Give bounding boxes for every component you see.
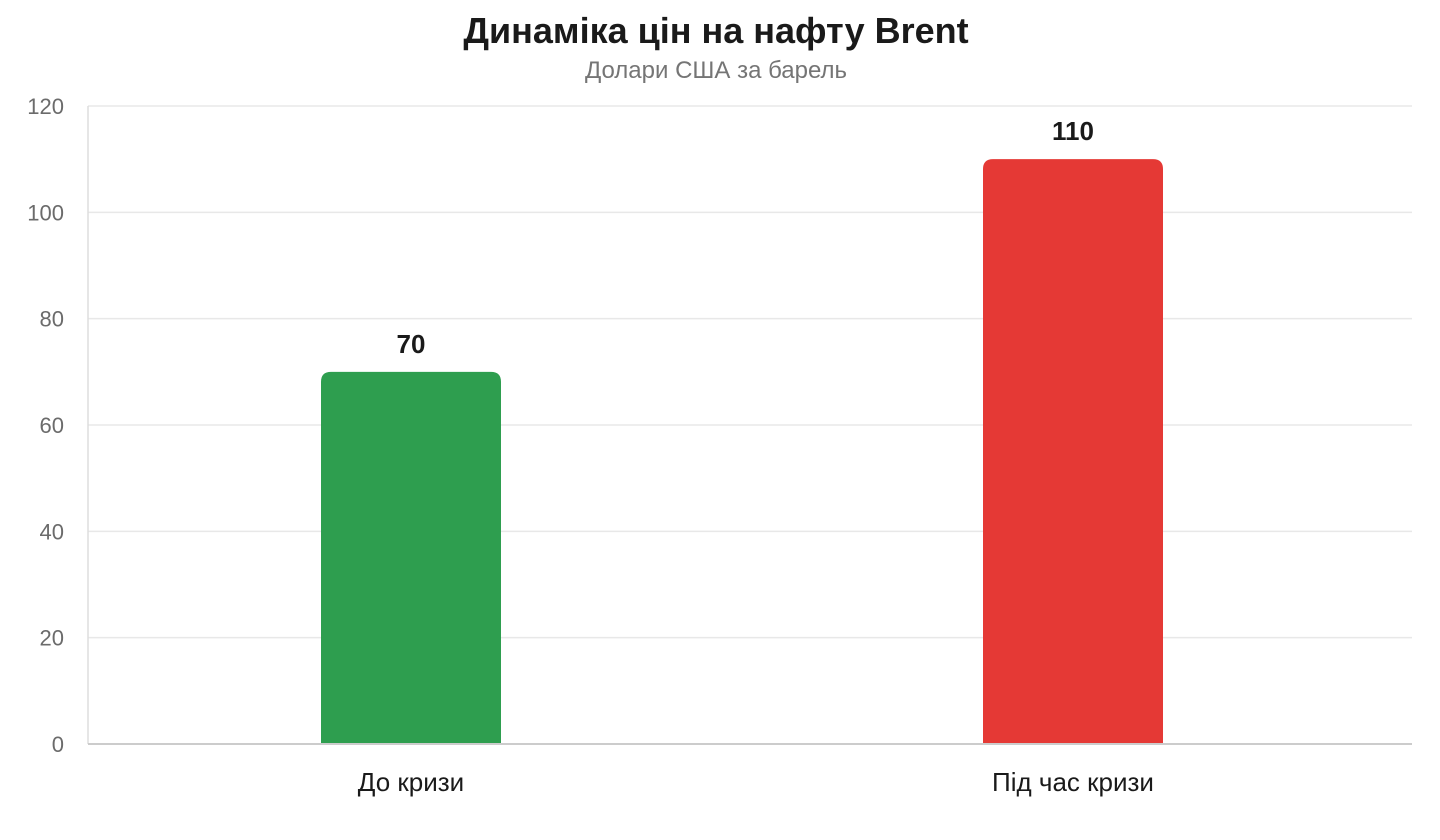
y-tick-label: 20 [40, 626, 64, 651]
y-tick-label: 120 [27, 94, 64, 119]
data-label: 110 [1052, 116, 1094, 146]
chart-subtitle: Долари США за барель [584, 57, 848, 84]
x-tick-label: До кризи [358, 767, 464, 797]
data-label: 70 [397, 329, 426, 359]
bar[interactable] [321, 371, 501, 744]
y-tick-label: 100 [27, 200, 64, 225]
y-tick-label: 60 [40, 413, 64, 438]
y-tick-label: 0 [52, 732, 64, 757]
y-tick-label: 40 [40, 519, 64, 544]
chart-title: Динаміка цін на нафту Brent [463, 10, 969, 51]
y-tick-label: 80 [40, 307, 64, 332]
x-tick-label: Під час кризи [992, 767, 1154, 797]
bar[interactable] [983, 159, 1163, 744]
